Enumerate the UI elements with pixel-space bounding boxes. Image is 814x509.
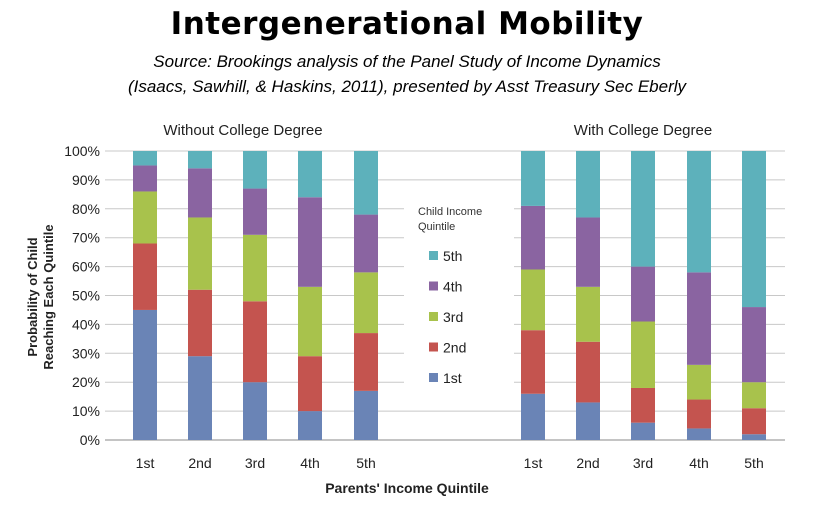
bar-segment-5th: [631, 151, 655, 267]
bar-segment-1st: [742, 434, 766, 440]
bar-segment-5th: [576, 151, 600, 218]
y-axis-label: Probability of Child: [25, 237, 40, 356]
bar-segment-2nd: [576, 341, 600, 403]
bar-segment-2nd: [742, 408, 766, 435]
bar-segment-4th: [687, 272, 711, 365]
bar-segment-5th: [133, 151, 157, 166]
bar-segment-2nd: [354, 333, 378, 391]
legend-label: 1st: [443, 370, 462, 386]
bar-segment-5th: [243, 151, 267, 189]
y-tick-label: 10%: [72, 403, 100, 419]
bar-segment-4th: [188, 168, 212, 218]
x-tick-label: 4th: [300, 455, 319, 471]
group-title: Without College Degree: [163, 122, 322, 139]
group-title: With College Degree: [574, 122, 712, 139]
x-tick-label: 1st: [524, 455, 543, 471]
bar-segment-2nd: [133, 243, 157, 310]
legend-swatch: [429, 342, 438, 352]
x-tick-label: 2nd: [188, 455, 211, 471]
x-tick-label: 5th: [356, 455, 375, 471]
chart-subtitle-2: (Isaacs, Sawhill, & Haskins, 2011), pres…: [127, 77, 687, 96]
bar-segment-3rd: [521, 269, 545, 331]
y-tick-label: 40%: [72, 316, 100, 332]
x-axis-label: Parents' Income Quintile: [325, 480, 489, 496]
bar-segment-4th: [742, 307, 766, 383]
legend-label: 5th: [443, 248, 462, 264]
bar-segment-3rd: [243, 234, 267, 302]
legend-title: Quintile: [418, 221, 455, 233]
legend-swatch: [429, 251, 438, 260]
bar-segment-2nd: [188, 289, 212, 357]
legend-label: 2nd: [443, 340, 466, 356]
legend-swatch: [429, 281, 438, 291]
bar-segment-4th: [521, 205, 545, 270]
x-tick-label: 4th: [689, 455, 708, 471]
bar-segment-1st: [354, 390, 378, 440]
bar-segment-4th: [576, 217, 600, 287]
bar-segment-3rd: [742, 382, 766, 409]
bar-segment-3rd: [576, 286, 600, 342]
x-tick-label: 1st: [136, 455, 155, 471]
bar-segment-1st: [521, 393, 545, 440]
bar-segment-1st: [687, 428, 711, 440]
bar-segment-2nd: [298, 356, 322, 412]
bar-segment-5th: [298, 151, 322, 198]
bar-segment-1st: [133, 309, 157, 440]
bar-segment-1st: [298, 411, 322, 440]
bar-segment-4th: [133, 165, 157, 192]
bar-segment-2nd: [243, 301, 267, 383]
bar-segment-1st: [631, 422, 655, 440]
bar-segment-4th: [354, 214, 378, 273]
bar-segment-2nd: [687, 399, 711, 429]
bar-segment-1st: [243, 382, 267, 440]
bar-segment-4th: [243, 188, 267, 235]
y-tick-label: 50%: [72, 288, 100, 304]
y-tick-label: 60%: [72, 259, 100, 275]
x-tick-label: 2nd: [576, 455, 599, 471]
bar-segment-2nd: [631, 387, 655, 423]
legend-label: 3rd: [443, 309, 463, 325]
bar-segment-3rd: [188, 217, 212, 290]
y-tick-label: 0%: [80, 432, 100, 448]
bar-segment-3rd: [631, 321, 655, 388]
bar-segment-5th: [188, 151, 212, 169]
x-tick-label: 3rd: [245, 455, 265, 471]
bar-segment-5th: [742, 151, 766, 308]
legend-label: 4th: [443, 279, 462, 295]
bar-segment-5th: [354, 151, 378, 215]
bar-segment-4th: [298, 197, 322, 287]
bar-segment-2nd: [521, 330, 545, 394]
y-tick-label: 80%: [72, 201, 100, 217]
bar-segment-5th: [687, 151, 711, 273]
bar-segment-1st: [188, 356, 212, 440]
x-tick-label: 5th: [744, 455, 763, 471]
bar-segment-3rd: [133, 191, 157, 244]
bar-segment-3rd: [298, 286, 322, 357]
bar-segment-1st: [576, 402, 600, 440]
legend-background: [404, 196, 514, 396]
bar-segment-4th: [631, 266, 655, 322]
y-tick-label: 30%: [72, 345, 100, 361]
y-tick-label: 20%: [72, 374, 100, 390]
y-axis-label: Reaching Each Quintile: [41, 224, 56, 369]
legend-swatch: [429, 373, 438, 382]
y-tick-label: 90%: [72, 172, 100, 188]
bar-segment-5th: [521, 151, 545, 206]
legend-title: Child Income: [418, 206, 482, 218]
chart-subtitle-1: Source: Brookings analysis of the Panel …: [153, 52, 661, 71]
bar-segment-3rd: [687, 364, 711, 400]
y-tick-label: 70%: [72, 230, 100, 246]
y-tick-label: 100%: [64, 143, 100, 159]
legend-swatch: [429, 312, 438, 321]
chart-title: Intergenerational Mobility: [170, 6, 644, 42]
bar-segment-3rd: [354, 272, 378, 334]
x-tick-label: 3rd: [633, 455, 653, 471]
